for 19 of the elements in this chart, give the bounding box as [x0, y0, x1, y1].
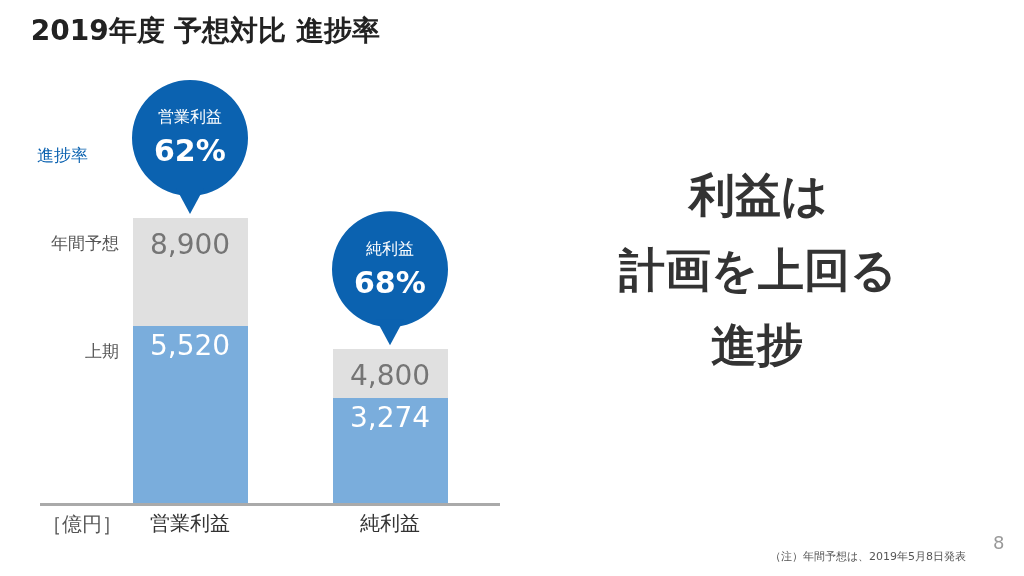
text: 進捗率 [37, 145, 88, 165]
x-tick-label: 純利益 [360, 511, 420, 535]
bar [132, 217, 248, 327]
text: 進捗 [711, 318, 803, 372]
total-label: 8,900 [150, 228, 231, 261]
series-label: 年間予想 [51, 233, 119, 253]
data-label: 3,274 [349, 401, 431, 435]
bar [332, 398, 448, 503]
data-label: 5,520 [149, 329, 231, 363]
text: 8 [993, 532, 1005, 553]
bar [132, 326, 248, 503]
series-label: 上期 [85, 341, 119, 361]
text: 計画を上回る [618, 243, 897, 297]
x-tick-label: 営業利益 [150, 511, 230, 535]
chart-title: 2019年度 予想対比 進捗率 [30, 13, 381, 47]
text: 利益は [687, 168, 828, 222]
total-label: 4,800 [350, 359, 431, 392]
text: ［億円］ [42, 512, 122, 536]
text: （注）年間予想は、2019年5月8日発表 [770, 550, 966, 563]
